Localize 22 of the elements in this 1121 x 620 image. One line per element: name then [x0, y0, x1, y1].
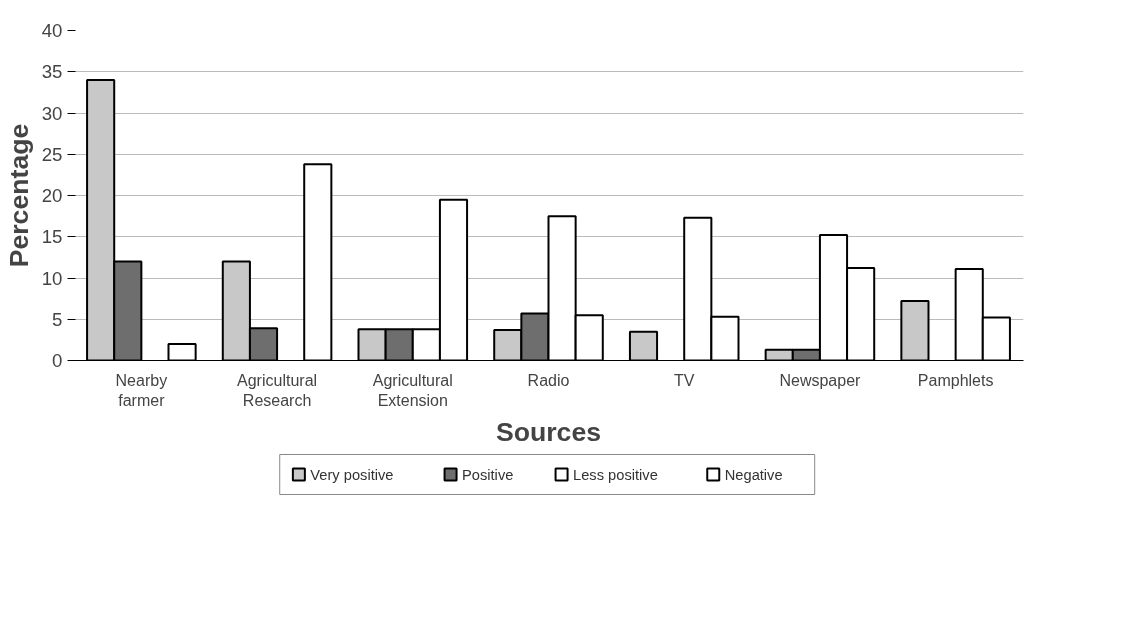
- y-axis-title: Percentage: [3, 123, 34, 268]
- y-tick-label: 10: [41, 267, 63, 289]
- y-tick-label: 15: [41, 226, 63, 248]
- y-tick-label: 40: [41, 20, 63, 41]
- y-tick-label: 30: [41, 102, 63, 124]
- x-tick-label: Agricultural Research: [237, 371, 318, 409]
- x-tick-label: Radio: [527, 371, 570, 389]
- x-tick-label: TV: [673, 371, 695, 389]
- y-tick-label: 25: [41, 143, 63, 165]
- x-tick-label: Newspaper: [779, 371, 862, 389]
- y-tick-label: 0: [52, 350, 63, 371]
- y-tick-label: 5: [52, 308, 63, 330]
- x-tick-label: Agricultural Extension: [372, 371, 453, 409]
- y-tick-label: 35: [41, 61, 63, 83]
- legend-label: Positive: [462, 466, 514, 483]
- x-tick-label: Nearby farmer: [115, 371, 168, 409]
- legend-label: Negative: [724, 466, 783, 483]
- y-tick-label: 20: [41, 185, 63, 206]
- x-axis-title: Sources: [495, 416, 602, 447]
- legend-label: Less positive: [573, 466, 658, 483]
- x-tick-label: Pamphlets: [917, 371, 994, 389]
- legend-label: Very positive: [310, 466, 394, 483]
